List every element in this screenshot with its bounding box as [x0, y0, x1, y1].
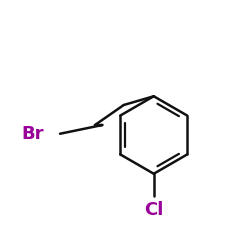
- Text: Cl: Cl: [144, 201, 164, 219]
- Text: Br: Br: [21, 125, 44, 143]
